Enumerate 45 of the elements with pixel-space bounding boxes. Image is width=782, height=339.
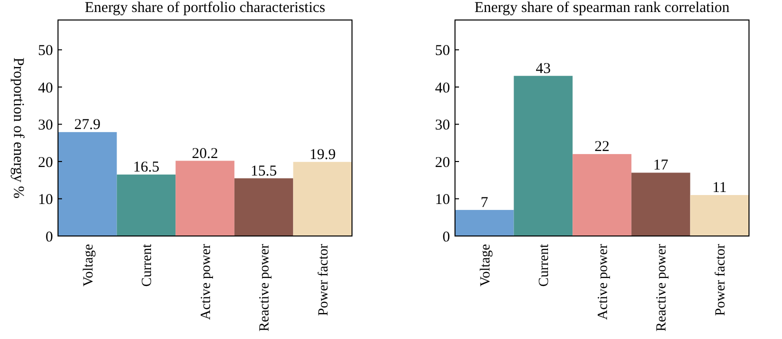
x-tick-label: Reactive power <box>654 244 670 332</box>
y-tick-label: 40 <box>38 80 53 96</box>
data-label: 43 <box>536 60 551 77</box>
data-label: 15.5 <box>250 163 277 180</box>
bar <box>631 172 690 236</box>
bar <box>58 132 117 236</box>
data-label: 22 <box>594 139 610 156</box>
y-tick-label: 0 <box>46 229 53 246</box>
y-tick-label: 30 <box>38 118 53 134</box>
data-label: 20.2 <box>192 146 218 162</box>
x-tick-label: Active power <box>596 244 611 320</box>
bar <box>176 160 234 236</box>
bar <box>455 210 514 236</box>
y-tick-label: 50 <box>435 43 450 60</box>
data-label: 19.9 <box>309 146 336 163</box>
data-label: 27.9 <box>74 117 101 134</box>
x-tick-label: Reactive power <box>258 244 273 332</box>
x-tick-label: Voltage <box>478 244 494 287</box>
x-tick-label: Active power <box>198 244 214 320</box>
chart-title: Energy share of portfolio characteristics <box>84 0 326 16</box>
data-label: 16.5 <box>133 160 160 176</box>
chart-title: Energy share of spearman rank correlation <box>474 0 730 16</box>
x-tick-label: Power factor <box>714 244 728 316</box>
x-tick-label: Power factor <box>316 244 332 316</box>
x-tick-label: Voltage <box>81 244 96 287</box>
bar <box>690 195 749 236</box>
y-tick-label: 0 <box>442 229 450 246</box>
y-tick-label: 20 <box>435 154 450 171</box>
bar <box>293 162 352 236</box>
bar <box>234 178 294 236</box>
bar <box>116 174 176 236</box>
data-label: 17 <box>653 158 669 174</box>
x-tick-label: Current <box>537 244 552 287</box>
data-label: 11 <box>712 180 727 196</box>
y-tick-label: 20 <box>38 154 53 171</box>
y-tick-label: 10 <box>435 192 450 208</box>
y-tick-label: 10 <box>38 192 53 208</box>
data-label: 7 <box>480 194 489 211</box>
y-tick-label: 30 <box>435 118 450 134</box>
bar <box>514 76 573 236</box>
x-tick-label: Current <box>140 244 156 287</box>
y-axis-title: Proportion of energy % <box>10 58 26 198</box>
y-tick-label: 40 <box>435 80 450 96</box>
y-tick-label: 50 <box>38 43 53 60</box>
bar <box>572 154 632 236</box>
